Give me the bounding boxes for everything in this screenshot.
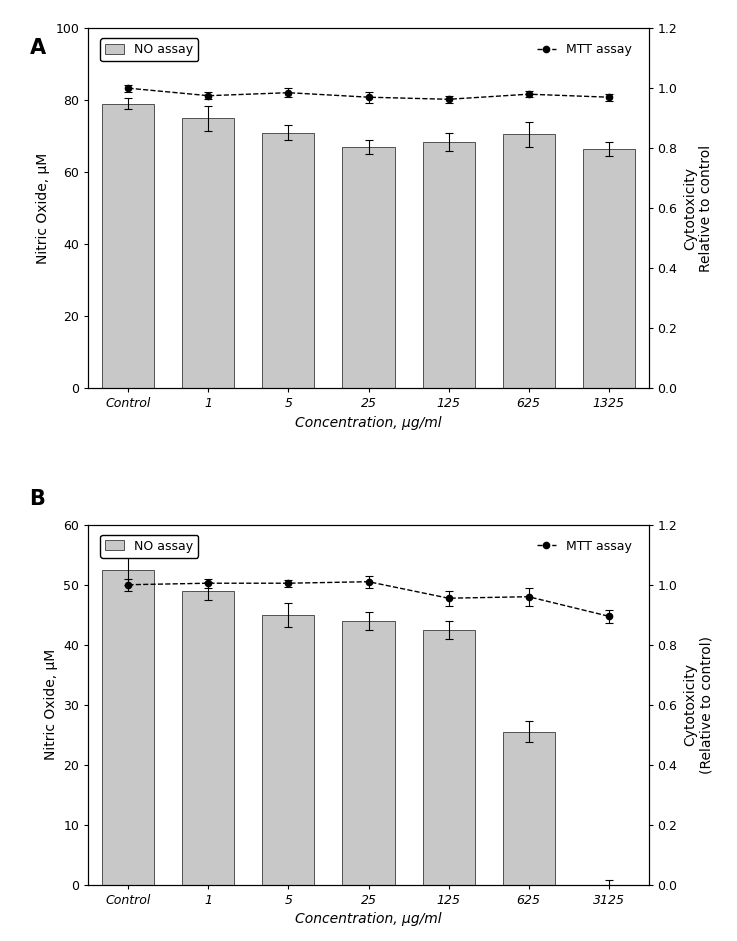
Text: B: B	[29, 489, 46, 509]
Y-axis label: Nitric Oxide, μM: Nitric Oxide, μM	[36, 152, 50, 263]
Text: A: A	[29, 38, 46, 57]
Bar	[183, 591, 234, 885]
Bar	[183, 119, 234, 388]
Bar	[343, 621, 394, 885]
Bar	[102, 104, 155, 388]
Bar	[503, 732, 554, 885]
Y-axis label: Nitric Oxide, μM: Nitric Oxide, μM	[44, 649, 58, 760]
Bar	[582, 149, 635, 388]
Bar	[503, 135, 554, 388]
X-axis label: Concentration, μg/ml: Concentration, μg/ml	[296, 912, 441, 926]
Bar	[422, 630, 475, 885]
Bar	[343, 147, 394, 388]
Bar	[262, 133, 315, 388]
Bar	[422, 141, 475, 388]
Legend: MTT assay: MTT assay	[532, 534, 637, 558]
X-axis label: Concentration, μg/ml: Concentration, μg/ml	[296, 416, 441, 430]
Legend: MTT assay: MTT assay	[532, 38, 637, 61]
Legend: NO assay: NO assay	[100, 38, 198, 61]
Legend: NO assay: NO assay	[100, 534, 198, 558]
Bar	[102, 569, 155, 885]
Y-axis label: Cytotoxicity
(Relative to control): Cytotoxicity (Relative to control)	[683, 635, 713, 774]
Y-axis label: Cytotoxicity
Relative to control: Cytotoxicity Relative to control	[683, 145, 713, 272]
Bar	[262, 614, 315, 885]
